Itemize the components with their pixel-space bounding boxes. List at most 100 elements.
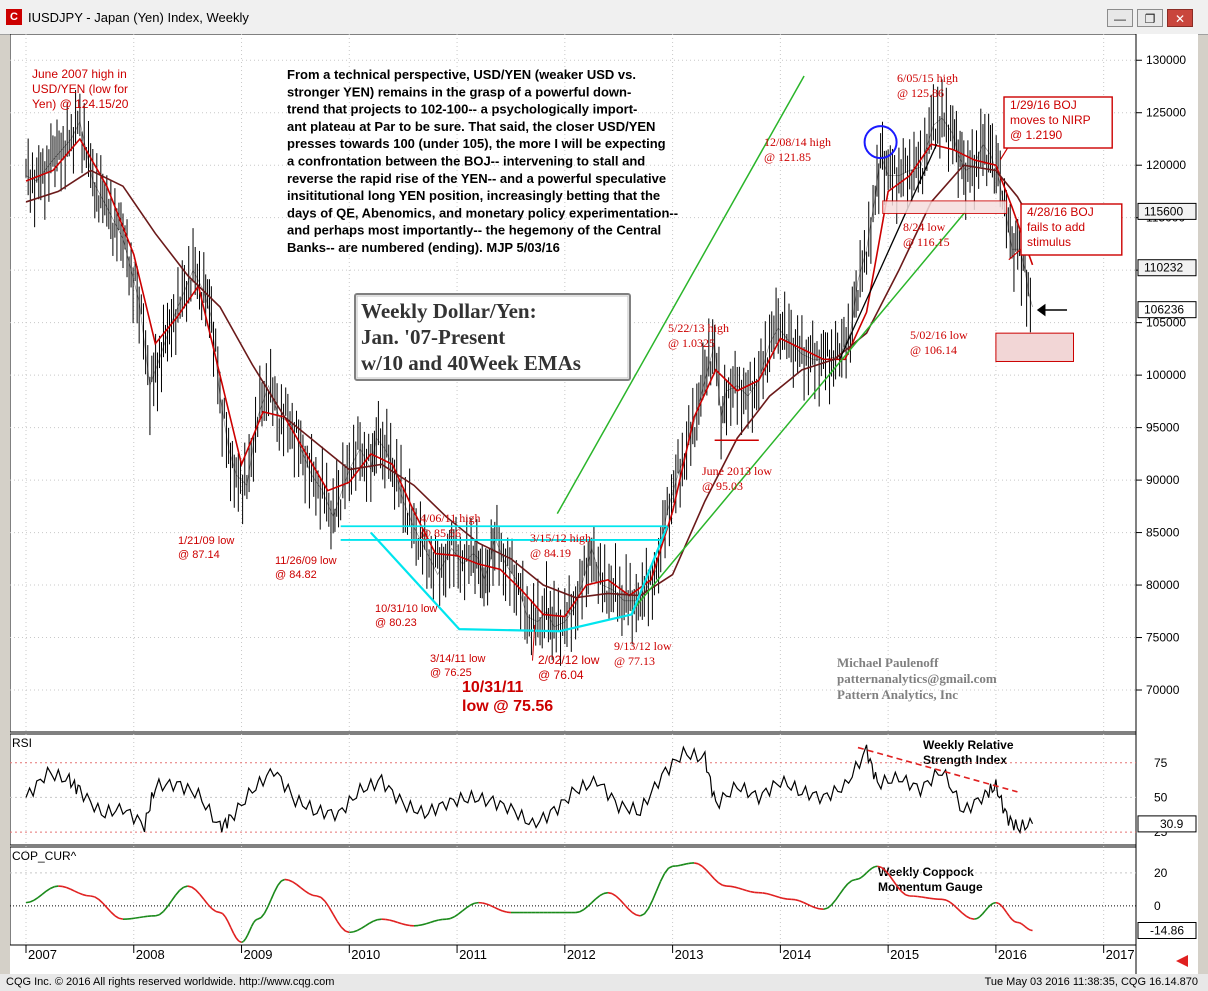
coppock-segment [1014, 920, 1018, 924]
coppock-segment [280, 878, 285, 882]
coppock-segment [345, 930, 350, 934]
usdjpy-chart[interactable]: 2007 2008 2009 2010 2011 2012 2013 2014 2015 2016… [9, 33, 1198, 974]
coppock-segment [941, 898, 947, 901]
coppock-segment [219, 911, 223, 915]
close-button[interactable]: ✕ [1167, 9, 1193, 27]
signature-line: Michael Paulenoff [837, 655, 939, 670]
coppock-segment [82, 893, 87, 897]
chart-window: 2007 2008 2009 2010 2011 2012 2013 2014 2015 2016… [9, 33, 1198, 974]
annotation: 5/02/16 low@ 106.14 [910, 328, 968, 357]
signature-line: Pattern Analytics, Inc [837, 687, 958, 702]
coppock-segment [130, 917, 136, 920]
commentary-line: a confrontation between the BOJ-- interv… [287, 154, 645, 169]
annotation-text: June 2007 high in [32, 67, 127, 81]
scroll-left-icon[interactable] [1176, 955, 1188, 967]
annotation-text: moves to NIRP [1010, 113, 1091, 127]
annotation-text: 6/05/15 high [897, 71, 958, 85]
low-pointer-line [532, 624, 536, 661]
coppock-segment [677, 864, 681, 867]
annotation-text: 1/21/09 low [178, 535, 234, 547]
coppock-segment [385, 918, 390, 921]
coppock-segment [397, 921, 403, 925]
coppock-segment [312, 894, 318, 897]
coppock-segment [717, 882, 723, 886]
coppock-segment [474, 901, 479, 905]
chart-title-line: Weekly Dollar/Yen: [361, 299, 537, 323]
rsi-value: 30.9 [1160, 817, 1184, 831]
coppock-segment [663, 867, 670, 874]
coppock-segment [655, 881, 662, 892]
current-price-arrowhead [1036, 303, 1046, 317]
coppock-segment [722, 884, 727, 887]
coppock-segment [709, 873, 715, 880]
coppock-segment [425, 921, 431, 925]
coppock-segment [270, 891, 276, 900]
coppock-segment [802, 901, 808, 905]
coppock-segment [811, 905, 816, 909]
coppock-segment [199, 893, 205, 900]
signature-block: Michael Paulenoffpatternanalytics@gmail.… [837, 655, 997, 702]
coppock-segment [486, 903, 492, 907]
coppock-segment [750, 890, 755, 894]
coppock-segment [332, 913, 338, 922]
minimize-button[interactable]: — [1107, 9, 1133, 27]
y-tick-label: 125000 [1146, 106, 1186, 120]
annotation: 4/06/11 high@ 85.56 [420, 511, 481, 540]
coppock-segment [300, 887, 306, 892]
price-box [1137, 202, 1197, 220]
cqg-app-icon[interactable]: C [6, 9, 22, 25]
coppock-segment [884, 870, 891, 876]
coppock-segment [984, 907, 989, 912]
title-box-frame [354, 293, 631, 381]
coppock-segment [639, 913, 645, 917]
coppock-segment [242, 938, 247, 942]
annotation-box [1020, 203, 1123, 256]
coppock-segment [316, 895, 322, 899]
coppock-segment [774, 895, 780, 899]
coppock-segment [880, 866, 886, 872]
coppock-segment [255, 918, 259, 921]
coppock-segment [981, 910, 986, 915]
annotation: 10/31/11 low @ 75.56 [462, 679, 553, 715]
coppock-segment [738, 887, 743, 891]
annotation: 5/22/13 high@ 1.0325 [668, 321, 729, 350]
coppock-segment [284, 878, 289, 881]
coppock-segment [961, 912, 967, 917]
x-tick-label: 2011 [459, 947, 487, 962]
annotation-text: 2/02/12 low [538, 653, 600, 667]
usdjpy-close-line [25, 117, 1033, 628]
annotation: 1/21/09 low @ 87.14 [178, 535, 234, 561]
coppock-segment [393, 920, 399, 924]
coppock-segment [74, 890, 79, 894]
coppock-segment [860, 874, 865, 879]
coppock-segment [868, 867, 873, 871]
coppock-segment [794, 898, 800, 902]
annotation-text: low @ 75.56 [462, 698, 553, 715]
annotation-text: 8/24 low [903, 220, 946, 234]
coppock-segment [207, 903, 213, 910]
coppock-segment [599, 892, 605, 897]
coppock-segment [222, 913, 226, 918]
commentary-line: From a technical perspective, USD/YEN (w… [287, 67, 636, 82]
coppock-segment [215, 910, 221, 914]
coppock-segment [250, 922, 255, 927]
annotation-text: @ 84.19 [530, 546, 571, 560]
coppock-segment [636, 914, 641, 917]
annotation: 10/31/10 low @ 80.23 [375, 603, 437, 629]
price-box [1137, 259, 1197, 277]
coppock-segment [782, 897, 788, 900]
coppock-segment [1003, 908, 1008, 914]
x-tick-label: 2007 [28, 947, 57, 962]
annotation-text: 12/08/14 high [764, 135, 831, 149]
rounding-bottom-curve [370, 525, 669, 633]
restore-button[interactable]: ❐ [1137, 9, 1163, 27]
coppock-segment [170, 894, 177, 902]
coppock-segment [929, 897, 935, 900]
coppock-segment [851, 878, 857, 882]
uptrend-line-black [839, 143, 938, 360]
commentary-line: ant plateau at Par to be sure. That said… [287, 119, 655, 134]
coppock-segment [139, 916, 144, 919]
commentary-text: From a technical perspective, USD/YEN (w… [287, 67, 678, 255]
